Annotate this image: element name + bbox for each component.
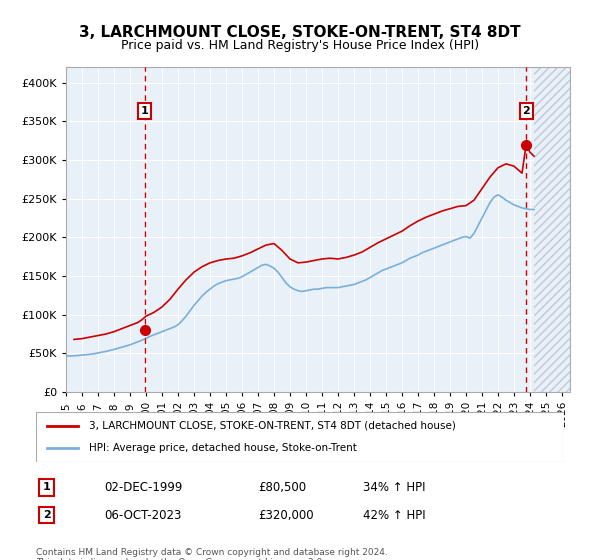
Text: 3, LARCHMOUNT CLOSE, STOKE-ON-TRENT, ST4 8DT: 3, LARCHMOUNT CLOSE, STOKE-ON-TRENT, ST4… [79, 25, 521, 40]
Text: 42% ↑ HPI: 42% ↑ HPI [364, 508, 426, 521]
Text: 3, LARCHMOUNT CLOSE, STOKE-ON-TRENT, ST4 8DT (detached house): 3, LARCHMOUNT CLOSE, STOKE-ON-TRENT, ST4… [89, 421, 455, 431]
Text: 2: 2 [43, 510, 50, 520]
Text: HPI: Average price, detached house, Stoke-on-Trent: HPI: Average price, detached house, Stok… [89, 443, 356, 453]
Text: 06-OCT-2023: 06-OCT-2023 [104, 508, 182, 521]
Text: 1: 1 [43, 482, 50, 492]
Text: 1: 1 [141, 106, 149, 116]
Bar [534, 67, 570, 392]
Text: 2: 2 [522, 106, 530, 116]
Text: Price paid vs. HM Land Registry's House Price Index (HPI): Price paid vs. HM Land Registry's House … [121, 39, 479, 52]
Text: 34% ↑ HPI: 34% ↑ HPI [364, 481, 426, 494]
Text: £80,500: £80,500 [258, 481, 306, 494]
FancyBboxPatch shape [36, 412, 564, 462]
Text: 02-DEC-1999: 02-DEC-1999 [104, 481, 183, 494]
Text: Contains HM Land Registry data © Crown copyright and database right 2024.
This d: Contains HM Land Registry data © Crown c… [36, 548, 388, 560]
Text: £320,000: £320,000 [258, 508, 313, 521]
